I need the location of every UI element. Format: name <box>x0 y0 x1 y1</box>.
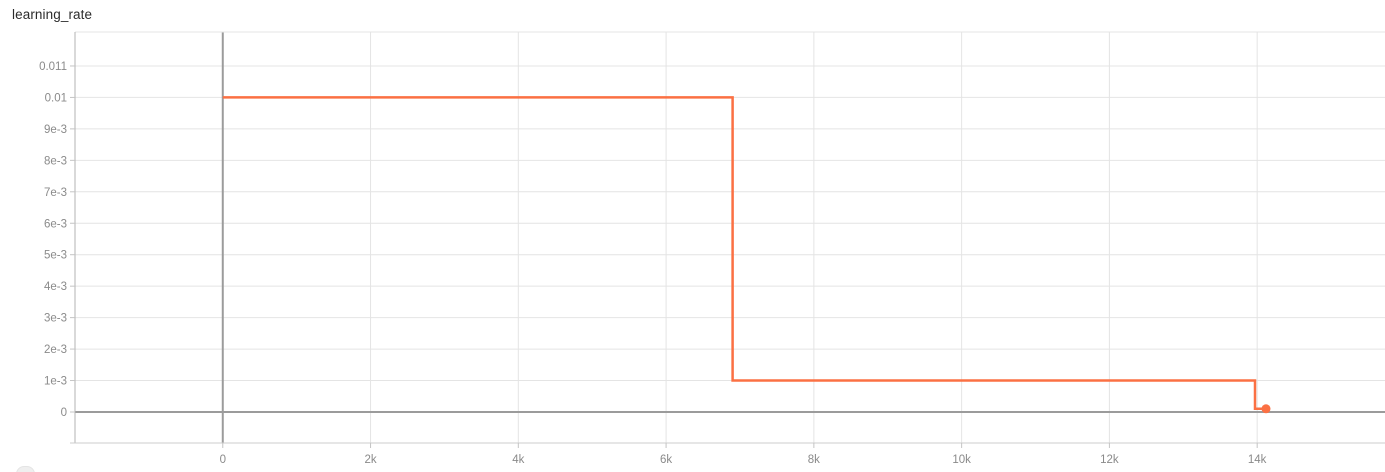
x-tick-label: 4k <box>512 454 524 466</box>
y-tick-label: 0.01 <box>45 92 67 104</box>
legend-peek-button[interactable] <box>16 466 35 472</box>
x-tick-label: 8k <box>808 454 820 466</box>
y-tick-label: 3e-3 <box>44 313 67 325</box>
y-tick-label: 1e-3 <box>44 376 67 388</box>
y-tick-label: 4e-3 <box>44 281 67 293</box>
series-end-dot <box>1261 404 1271 414</box>
y-tick-label: 6e-3 <box>44 218 67 230</box>
chart-title: learning_rate <box>12 7 93 22</box>
x-tick-label: 12k <box>1100 454 1119 466</box>
x-tick-label: 6k <box>660 454 672 466</box>
series-line <box>222 96 1266 411</box>
y-tick-label: 8e-3 <box>44 155 67 167</box>
y-tick-label: 2e-3 <box>44 344 67 356</box>
y-tick-label: 0.011 <box>39 61 67 73</box>
x-tick-label: 2k <box>364 454 376 466</box>
y-tick-label: 5e-3 <box>44 250 67 262</box>
y-tick-label: 9e-3 <box>44 124 67 136</box>
x-tick-label: 14k <box>1248 454 1267 466</box>
y-tick-label: 7e-3 <box>44 187 67 199</box>
x-tick-label: 10k <box>952 454 971 466</box>
x-tick-label: 0 <box>220 454 226 466</box>
y-tick-label: 0 <box>61 407 67 419</box>
